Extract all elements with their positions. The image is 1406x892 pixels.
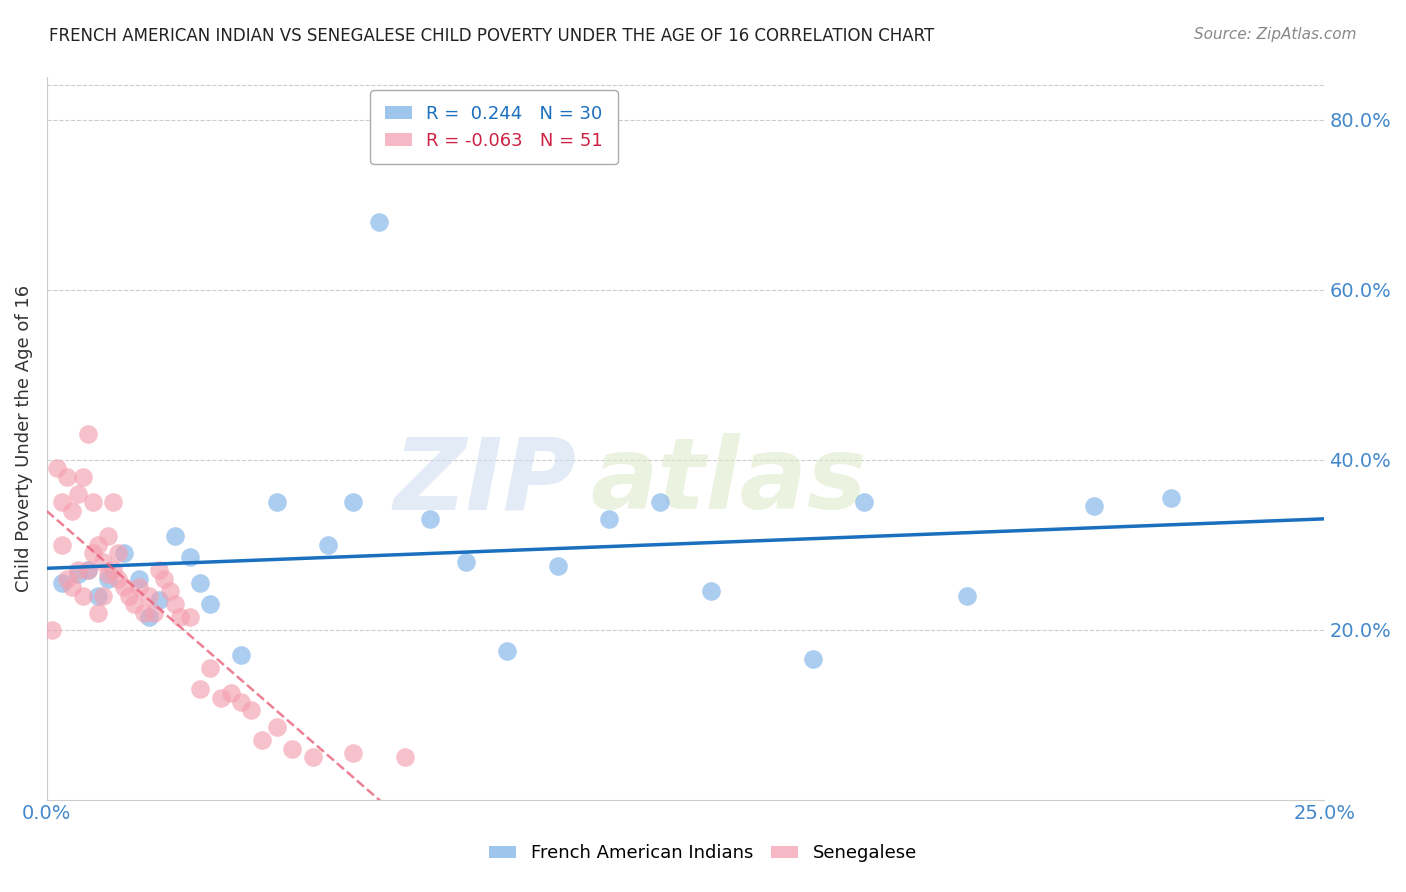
Point [419,512,441,526]
Point [547,558,569,573]
Point [97,567,120,582]
Point [229,695,252,709]
Point [41,623,63,637]
Point [122,597,145,611]
Point [66,487,89,501]
Point [394,750,416,764]
Point [598,512,620,526]
Point [200,597,222,611]
Point [803,652,825,666]
Point [82,546,104,560]
Point [219,686,242,700]
Point [138,610,160,624]
Point [342,495,364,509]
Point [76,427,98,442]
Point [87,538,110,552]
Point [128,580,150,594]
Point [112,580,135,594]
Point [342,746,364,760]
Point [76,563,98,577]
Point [103,563,125,577]
Point [91,589,114,603]
Point [188,682,211,697]
Point [107,572,129,586]
Point [956,589,979,603]
Point [1160,491,1182,505]
Point [148,563,170,577]
Point [112,546,135,560]
Point [648,495,671,509]
Point [179,610,201,624]
Point [281,741,304,756]
Point [103,495,125,509]
Point [143,606,166,620]
Point [56,572,79,586]
Point [97,572,120,586]
Point [97,529,120,543]
Text: FRENCH AMERICAN INDIAN VS SENEGALESE CHILD POVERTY UNDER THE AGE OF 16 CORRELATI: FRENCH AMERICAN INDIAN VS SENEGALESE CHI… [49,27,935,45]
Point [66,567,89,582]
Text: atlas: atlas [591,434,866,531]
Point [82,495,104,509]
Point [188,576,211,591]
Point [454,555,477,569]
Point [117,589,139,603]
Point [62,580,84,594]
Point [495,644,517,658]
Y-axis label: Child Poverty Under the Age of 16: Child Poverty Under the Age of 16 [15,285,32,592]
Point [229,648,252,663]
Point [266,720,288,734]
Point [107,546,129,560]
Text: Source: ZipAtlas.com: Source: ZipAtlas.com [1194,27,1357,42]
Legend: R =  0.244   N = 30, R = -0.063   N = 51: R = 0.244 N = 30, R = -0.063 N = 51 [370,90,617,164]
Point [1083,500,1105,514]
Point [163,597,186,611]
Point [316,538,339,552]
Point [132,606,155,620]
Point [51,495,73,509]
Text: ZIP: ZIP [394,434,576,531]
Point [76,563,98,577]
Point [700,584,723,599]
Legend: French American Indians, Senegalese: French American Indians, Senegalese [482,838,924,870]
Point [169,610,191,624]
Point [200,661,222,675]
Point [56,469,79,483]
Point [72,469,94,483]
Point [266,495,288,509]
Point [368,215,391,229]
Point [301,750,323,764]
Point [250,733,273,747]
Point [163,529,186,543]
Point [209,690,232,705]
Point [91,555,114,569]
Point [138,589,160,603]
Point [87,606,110,620]
Point [148,593,170,607]
Point [87,589,110,603]
Point [153,572,176,586]
Point [853,495,876,509]
Point [128,572,150,586]
Point [51,538,73,552]
Point [179,550,201,565]
Point [51,576,73,591]
Point [62,504,84,518]
Point [72,589,94,603]
Point [46,461,69,475]
Point [240,703,263,717]
Point [159,584,181,599]
Point [66,563,89,577]
